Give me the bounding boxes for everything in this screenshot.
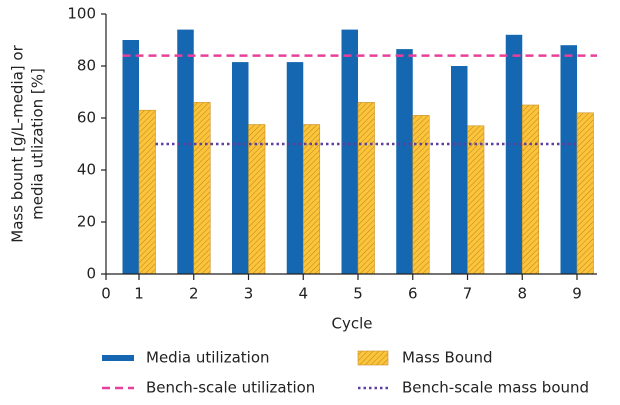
x-tick-label: 9 (572, 285, 582, 303)
y-tick-label: 100 (67, 5, 96, 23)
legend-label: Bench-scale mass bound (402, 379, 589, 397)
legend-label: Bench-scale utilization (146, 379, 315, 397)
legend-swatch (102, 355, 134, 361)
bar (177, 29, 194, 274)
x-tick-label: 3 (244, 285, 254, 303)
x-tick-label: 4 (298, 285, 308, 303)
bar (467, 125, 485, 275)
x-tick-label: 2 (189, 285, 199, 303)
bar (357, 102, 375, 275)
y-tick-label: 20 (77, 213, 96, 231)
legend-label: Mass Bound (402, 349, 493, 367)
bar (248, 124, 266, 275)
bar (451, 66, 468, 274)
bar (505, 34, 523, 274)
bar (576, 112, 594, 275)
legend-swatch (357, 350, 389, 366)
bar (412, 115, 430, 275)
bar (521, 104, 540, 275)
y-tick-label: 80 (77, 57, 96, 75)
x-tick-label: 5 (353, 285, 363, 303)
x-tick-label: 7 (463, 285, 473, 303)
bar (286, 62, 304, 274)
y-axis-title: media utlization [%] (29, 68, 47, 220)
y-axis-title: Mass bount [g/L-media] or (9, 44, 27, 242)
x-tick-label: 0 (101, 285, 111, 303)
bar (138, 109, 156, 275)
x-tick-label: 1 (134, 285, 144, 303)
bar (122, 40, 139, 274)
bar (232, 62, 249, 274)
bar (193, 102, 211, 275)
y-tick-label: 60 (77, 109, 96, 127)
x-tick-label: 8 (517, 285, 527, 303)
bar (341, 29, 358, 274)
bar (302, 124, 321, 275)
y-tick-label: 0 (86, 265, 96, 283)
legend-label: Media utilization (146, 349, 270, 367)
y-tick-label: 40 (77, 161, 96, 179)
bar (560, 45, 577, 275)
x-tick-label: 6 (408, 285, 418, 303)
bar (396, 49, 413, 274)
x-axis-title: Cycle (332, 315, 373, 333)
